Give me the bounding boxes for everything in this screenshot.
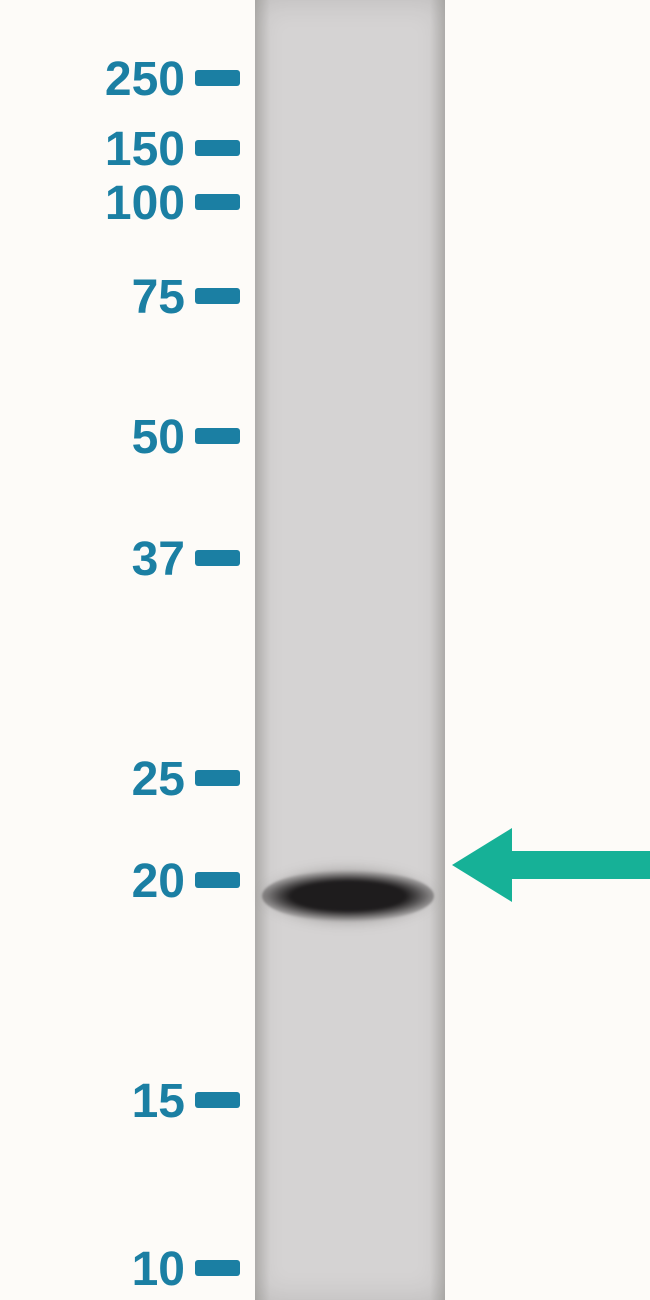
marker-dash-100	[195, 194, 240, 210]
marker-dash-37	[195, 550, 240, 566]
marker-label-10: 10	[132, 1242, 185, 1297]
marker-dash-250	[195, 70, 240, 86]
band-indicator-arrow	[452, 828, 650, 902]
marker-label-100: 100	[105, 176, 185, 231]
arrow-head-icon	[452, 828, 512, 902]
marker-dash-25	[195, 770, 240, 786]
marker-label-20: 20	[132, 854, 185, 909]
marker-label-37: 37	[132, 532, 185, 587]
gel-lane	[255, 0, 445, 1300]
protein-band	[262, 870, 434, 922]
marker-dash-20	[195, 872, 240, 888]
marker-label-250: 250	[105, 52, 185, 107]
marker-label-15: 15	[132, 1074, 185, 1129]
marker-dash-75	[195, 288, 240, 304]
marker-label-150: 150	[105, 122, 185, 177]
western-blot-figure: 250 150100 75 50 37 25 20 15 10	[0, 0, 650, 1300]
marker-dash-50	[195, 428, 240, 444]
marker-label-50: 50	[132, 410, 185, 465]
marker-dash-150	[195, 140, 240, 156]
arrow-shaft	[512, 851, 650, 879]
marker-label-25: 25	[132, 752, 185, 807]
marker-dash-15	[195, 1092, 240, 1108]
marker-dash-10	[195, 1260, 240, 1276]
marker-label-75: 75	[132, 270, 185, 325]
